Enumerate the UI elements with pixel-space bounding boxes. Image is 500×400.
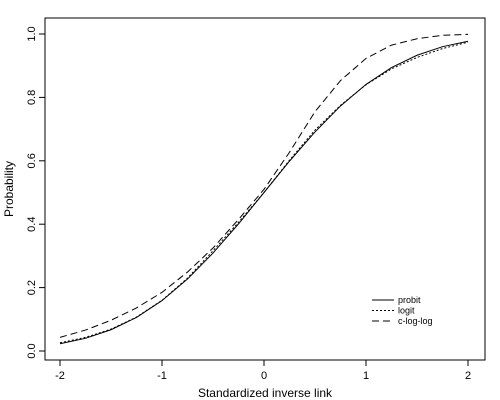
x-tick-label: 2 bbox=[465, 370, 471, 382]
series-layer bbox=[59, 33, 469, 345]
x-axis-title: Standardized inverse link bbox=[198, 386, 333, 400]
legend-label-c-log-log: c-log-log bbox=[398, 316, 433, 326]
x-tick-label: 1 bbox=[363, 370, 369, 382]
legend-label-logit: logit bbox=[398, 306, 415, 316]
y-tick-label: 0.6 bbox=[26, 153, 38, 168]
x-tick-label: -1 bbox=[157, 370, 167, 382]
plot-frame bbox=[44, 17, 486, 361]
y-tick-label: 1.0 bbox=[26, 26, 38, 41]
y-tick-label: 0.2 bbox=[26, 280, 38, 295]
series-line-logit bbox=[59, 41, 469, 344]
x-tick-label: -2 bbox=[55, 370, 65, 382]
x-axis: -2 -1 0 1 2 bbox=[55, 360, 471, 382]
y-tick-label: 0.8 bbox=[26, 90, 38, 105]
legend-label-probit: probit bbox=[398, 295, 421, 305]
y-axis-title: Probability bbox=[2, 161, 16, 217]
y-tick-label: 0.4 bbox=[26, 217, 38, 232]
y-axis: 0.0 0.2 0.4 0.6 0.8 1.0 bbox=[26, 26, 45, 359]
x-tick-label: 0 bbox=[261, 370, 267, 382]
series-line-c-log-log bbox=[59, 33, 469, 338]
y-tick-label: 0.0 bbox=[26, 343, 38, 358]
